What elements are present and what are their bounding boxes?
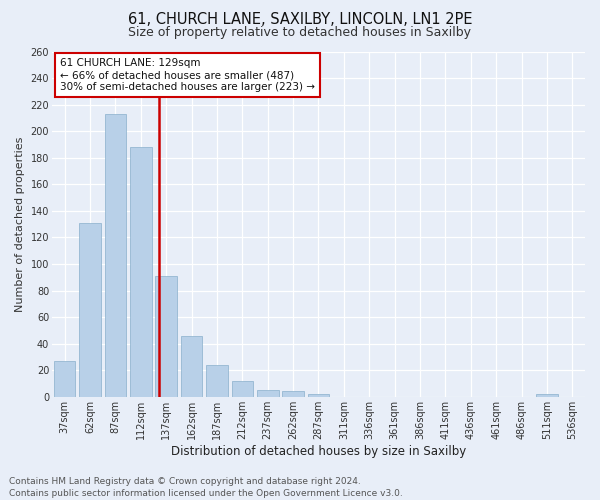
X-axis label: Distribution of detached houses by size in Saxilby: Distribution of detached houses by size …: [171, 444, 466, 458]
Bar: [104, 114, 126, 397]
Text: 61 CHURCH LANE: 129sqm
← 66% of detached houses are smaller (487)
30% of semi-de: 61 CHURCH LANE: 129sqm ← 66% of detached…: [60, 58, 315, 92]
Bar: [54, 361, 76, 397]
Bar: [536, 394, 558, 397]
Bar: [257, 390, 278, 397]
Bar: [206, 365, 228, 397]
Y-axis label: Number of detached properties: Number of detached properties: [15, 136, 25, 312]
Text: 61, CHURCH LANE, SAXILBY, LINCOLN, LN1 2PE: 61, CHURCH LANE, SAXILBY, LINCOLN, LN1 2…: [128, 12, 472, 28]
Bar: [155, 276, 177, 397]
Bar: [283, 392, 304, 397]
Bar: [79, 223, 101, 397]
Bar: [130, 147, 152, 397]
Bar: [232, 381, 253, 397]
Bar: [308, 394, 329, 397]
Text: Size of property relative to detached houses in Saxilby: Size of property relative to detached ho…: [128, 26, 472, 39]
Text: Contains HM Land Registry data © Crown copyright and database right 2024.
Contai: Contains HM Land Registry data © Crown c…: [9, 476, 403, 498]
Bar: [181, 336, 202, 397]
